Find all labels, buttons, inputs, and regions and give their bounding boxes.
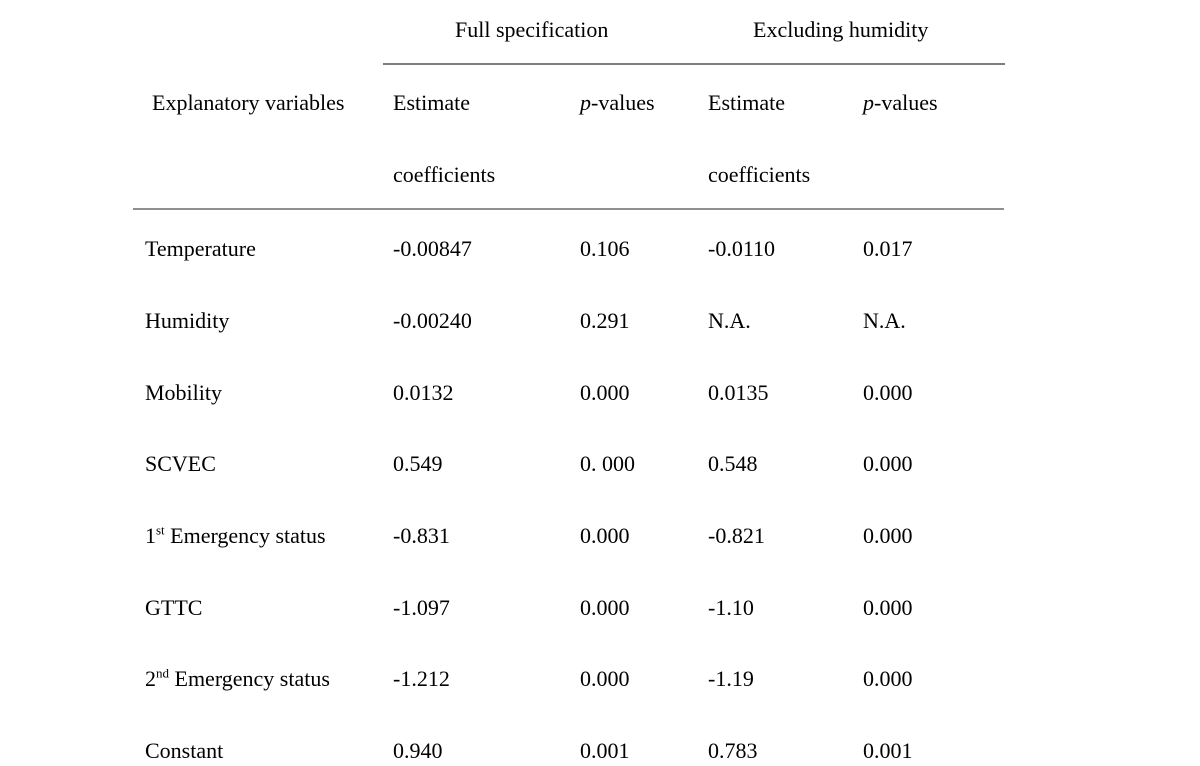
table-row: Mobility 0.0132 0.000 0.0135 0.000 <box>0 380 1200 408</box>
table-row: 2nd Emergency status -1.212 0.000 -1.19 … <box>0 666 1200 694</box>
table-row: 1st Emergency status -0.831 0.000 -0.821… <box>0 523 1200 551</box>
group-header-full-specification: Full specification <box>455 17 609 42</box>
pvalues-italic-p: p <box>580 90 591 115</box>
estimate-label: Estimate <box>393 90 470 115</box>
row-variable: Humidity <box>145 308 229 334</box>
row-variable: 2nd Emergency status <box>145 666 330 692</box>
excl-pvalue: 0.000 <box>863 595 913 620</box>
row-variable: Temperature <box>145 236 256 262</box>
row-variable: SCVEC <box>145 451 216 477</box>
full-estimate-value: -0.00847 <box>393 236 472 261</box>
full-estimate-value: -0.831 <box>393 523 450 548</box>
full-pvalue: 0.000 <box>580 595 630 620</box>
table-row: GTTC -1.097 0.000 -1.10 0.000 <box>0 595 1200 623</box>
full-pvalue: 0.106 <box>580 236 630 261</box>
column-header-row-1: Explanatory variables Estimate p-values … <box>0 90 1200 118</box>
column-header-row-2: coefficients coefficients <box>0 162 1200 190</box>
full-estimate-value: -0.00240 <box>393 308 472 333</box>
column-header-pvalues-excluding: p-values <box>863 90 938 116</box>
row-variable: Constant <box>145 738 223 764</box>
pvalues-rest: -values <box>591 90 655 115</box>
excl-pvalue: 0.000 <box>863 523 913 548</box>
table-row: Humidity -0.00240 0.291 N.A. N.A. <box>0 308 1200 336</box>
variable-text: Constant <box>145 738 224 763</box>
excl-estimate-value: N.A. <box>708 308 751 333</box>
full-pvalue: 0.000 <box>580 380 630 405</box>
column-header-explanatory-variables: Explanatory variables <box>152 90 345 115</box>
full-estimate-value: 0.940 <box>393 738 443 763</box>
row-variable: GTTC <box>145 595 202 621</box>
excl-estimate-value: -1.19 <box>708 666 754 691</box>
table-row: Temperature -0.00847 0.106 -0.0110 0.017 <box>0 236 1200 264</box>
excl-pvalue: 0.017 <box>863 236 913 261</box>
pvalues-rest: -values <box>874 90 938 115</box>
excl-pvalue: 0.001 <box>863 738 913 763</box>
variable-text: Humidity <box>145 308 230 333</box>
full-pvalue: 0.291 <box>580 308 630 333</box>
group-header-excluding-humidity: Excluding humidity <box>753 17 929 42</box>
estimate-label: Estimate <box>708 90 785 115</box>
excl-estimate-value: -1.10 <box>708 595 754 620</box>
column-header-pvalues-full: p-values <box>580 90 655 116</box>
full-estimate-value: -1.212 <box>393 666 450 691</box>
excl-estimate-value: 0.0135 <box>708 380 769 405</box>
full-pvalue: 0.000 <box>580 523 630 548</box>
full-estimate-value: 0.0132 <box>393 380 454 405</box>
pvalues-italic-p: p <box>863 90 874 115</box>
full-estimate-value: 0.549 <box>393 451 443 476</box>
variable-text: 2 <box>145 666 156 691</box>
excl-estimate-value: -0.0110 <box>708 236 776 261</box>
variable-superscript: nd <box>156 665 169 681</box>
full-pvalue: 0. 000 <box>580 451 635 476</box>
excl-estimate-value: 0.783 <box>708 738 758 763</box>
spanner-rule <box>383 63 1005 65</box>
excl-pvalue: 0.000 <box>863 666 913 691</box>
variable-text: Mobility <box>145 380 223 405</box>
column-header-coefficients-full: coefficients <box>393 162 496 187</box>
full-pvalue: 0.001 <box>580 738 630 763</box>
header-rule <box>133 208 1004 210</box>
column-header-estimate-full: Estimate <box>393 90 470 116</box>
variable-text: Emergency status <box>169 666 330 691</box>
excl-pvalue: 0.000 <box>863 451 913 476</box>
variable-text: Emergency status <box>164 523 326 548</box>
row-variable: Mobility <box>145 380 222 406</box>
row-variable: 1st Emergency status <box>145 523 326 549</box>
excl-estimate-value: 0.548 <box>708 451 758 476</box>
variable-text: 1 <box>145 523 156 548</box>
column-header-estimate-excluding: Estimate <box>708 90 785 116</box>
table-row: SCVEC 0.549 0. 000 0.548 0.000 <box>0 451 1200 479</box>
excl-estimate-value: -0.821 <box>708 523 765 548</box>
variable-text: Temperature <box>145 236 256 261</box>
variable-superscript: st <box>156 522 165 538</box>
table-row: Constant 0.940 0.001 0.783 0.001 <box>0 738 1200 766</box>
column-header-coefficients-excluding: coefficients <box>708 162 811 187</box>
excl-pvalue: 0.000 <box>863 380 913 405</box>
variable-text: SCVEC <box>145 451 216 476</box>
excl-pvalue: N.A. <box>863 308 906 333</box>
variable-text: GTTC <box>145 595 203 620</box>
full-estimate-value: -1.097 <box>393 595 450 620</box>
full-pvalue: 0.000 <box>580 666 630 691</box>
